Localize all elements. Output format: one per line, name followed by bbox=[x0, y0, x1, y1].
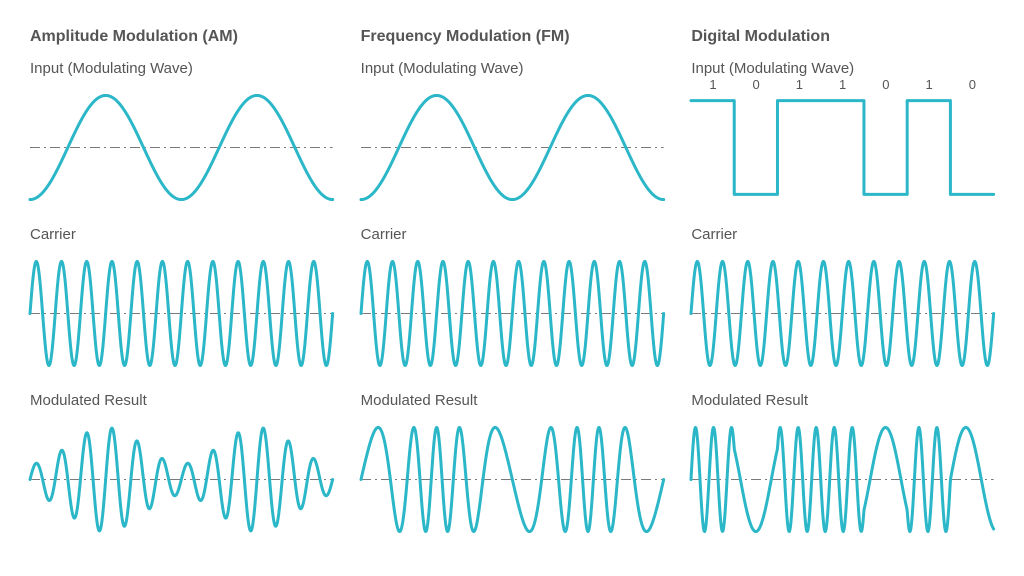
col-title-am: Amplitude Modulation (AM) bbox=[30, 28, 333, 46]
bit-label: 1 bbox=[839, 77, 846, 92]
label-dig-carrier: Carrier bbox=[691, 226, 994, 243]
col-title-dig: Digital Modulation bbox=[691, 28, 994, 46]
plot-fm-result bbox=[361, 411, 664, 548]
plot-fm-input bbox=[361, 79, 664, 216]
label-am-input: Input (Modulating Wave) bbox=[30, 60, 333, 77]
bit-label: 0 bbox=[753, 77, 760, 92]
label-dig-input: Input (Modulating Wave) bbox=[691, 60, 994, 77]
modulation-grid: Amplitude Modulation (AM) Frequency Modu… bbox=[30, 28, 994, 548]
cell-dig-carrier: Carrier bbox=[691, 226, 994, 382]
bit-label: 1 bbox=[926, 77, 933, 92]
label-am-carrier: Carrier bbox=[30, 226, 333, 243]
plot-am-result bbox=[30, 411, 333, 548]
plot-fm-carrier bbox=[361, 245, 664, 382]
label-fm-input: Input (Modulating Wave) bbox=[361, 60, 664, 77]
col-title-fm: Frequency Modulation (FM) bbox=[361, 28, 664, 46]
label-dig-result: Modulated Result bbox=[691, 392, 994, 409]
cell-am-result: Modulated Result bbox=[30, 392, 333, 548]
bit-label: 1 bbox=[709, 77, 716, 92]
cell-dig-result: Modulated Result bbox=[691, 392, 994, 548]
cell-fm-result: Modulated Result bbox=[361, 392, 664, 548]
plot-dig-carrier bbox=[691, 245, 994, 382]
plot-dig-result bbox=[691, 411, 994, 548]
cell-fm-input: Input (Modulating Wave) bbox=[361, 60, 664, 216]
label-fm-result: Modulated Result bbox=[361, 392, 664, 409]
label-fm-carrier: Carrier bbox=[361, 226, 664, 243]
bit-label: 0 bbox=[882, 77, 889, 92]
plot-dig-input: 1 0 1 1 0 1 0 bbox=[691, 79, 994, 216]
cell-dig-input: Input (Modulating Wave) 1 0 1 1 0 1 0 bbox=[691, 60, 994, 216]
plot-am-carrier bbox=[30, 245, 333, 382]
bit-label: 0 bbox=[969, 77, 976, 92]
cell-fm-carrier: Carrier bbox=[361, 226, 664, 382]
label-am-result: Modulated Result bbox=[30, 392, 333, 409]
plot-am-input bbox=[30, 79, 333, 216]
bit-label: 1 bbox=[796, 77, 803, 92]
cell-am-carrier: Carrier bbox=[30, 226, 333, 382]
cell-am-input: Input (Modulating Wave) bbox=[30, 60, 333, 216]
